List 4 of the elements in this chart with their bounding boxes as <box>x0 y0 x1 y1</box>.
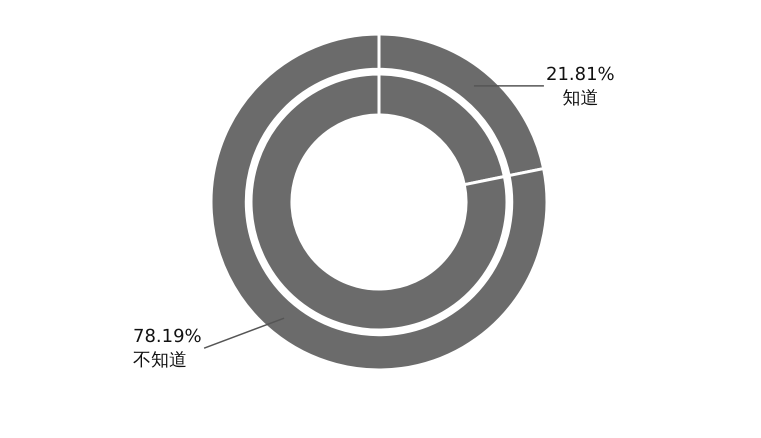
slice-label: 不知道 <box>133 349 187 370</box>
data-label: 78.19% <box>133 326 202 347</box>
slice-label: 知道 <box>562 87 598 108</box>
data-label: 21.81% <box>546 64 615 85</box>
